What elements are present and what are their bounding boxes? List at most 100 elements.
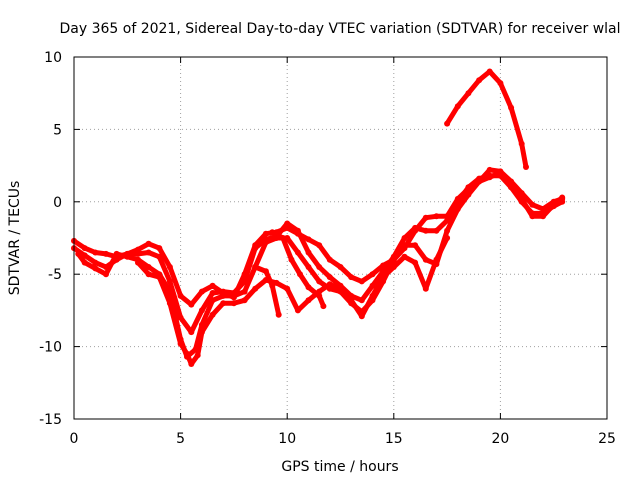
data-point <box>358 313 365 320</box>
x-tick-label: 15 <box>385 431 403 447</box>
data-point <box>220 288 227 295</box>
data-point <box>369 282 376 289</box>
data-point <box>145 249 152 256</box>
data-point <box>209 297 216 304</box>
data-point <box>444 227 451 234</box>
data-point <box>145 271 152 278</box>
data-point <box>103 250 109 257</box>
data-point <box>188 329 195 336</box>
data-point <box>156 274 163 281</box>
data-point <box>316 242 323 249</box>
data-point <box>369 292 376 299</box>
data-point <box>316 292 323 299</box>
data-point <box>358 297 365 304</box>
data-point <box>550 201 557 208</box>
series-line-arc-5 <box>252 264 282 318</box>
data-point <box>305 249 312 256</box>
data-point <box>326 274 333 281</box>
data-point <box>390 256 397 263</box>
data-point <box>262 239 269 246</box>
data-point <box>230 300 237 307</box>
data-point <box>486 166 493 173</box>
data-point <box>305 236 312 243</box>
data-point <box>145 264 152 270</box>
data-point <box>209 311 216 318</box>
data-point <box>194 352 201 359</box>
data-point <box>369 271 376 278</box>
data-point <box>124 253 131 260</box>
data-point <box>433 256 440 263</box>
data-point <box>412 242 419 249</box>
data-point <box>486 174 493 181</box>
data-point <box>209 290 216 296</box>
data-point <box>198 329 205 336</box>
data-point <box>297 271 303 278</box>
data-point <box>454 103 461 110</box>
data-point <box>135 246 141 253</box>
data-point <box>92 249 99 256</box>
data-point <box>198 307 205 314</box>
data-point <box>412 224 419 231</box>
data-point <box>284 220 291 227</box>
data-point <box>92 259 99 266</box>
data-point <box>476 178 483 185</box>
data-point <box>156 253 163 260</box>
data-point <box>326 256 333 263</box>
data-point <box>444 235 451 241</box>
data-point <box>113 250 120 257</box>
data-point <box>81 245 88 252</box>
data-point <box>75 250 82 257</box>
data-point <box>523 164 529 170</box>
data-point <box>241 297 248 304</box>
data-point <box>433 227 440 234</box>
data-point <box>184 350 190 357</box>
data-point <box>412 259 419 266</box>
data-point <box>518 140 525 147</box>
data-point <box>220 300 227 307</box>
data-point <box>177 292 184 299</box>
data-point <box>305 264 312 270</box>
series-group <box>71 68 566 367</box>
chart-title: Day 365 of 2021, Sidereal Day-to-day VTE… <box>59 21 620 37</box>
y-tick-label: 5 <box>53 122 62 138</box>
data-point <box>320 303 327 310</box>
data-point <box>401 242 408 249</box>
data-point <box>279 235 286 241</box>
data-point <box>198 288 205 295</box>
data-point <box>294 249 301 256</box>
data-point <box>465 90 472 97</box>
plot-frame <box>73 56 608 420</box>
data-point <box>316 264 323 270</box>
data-point <box>188 301 195 308</box>
data-point <box>337 285 344 292</box>
data-point <box>166 278 173 285</box>
data-point <box>390 264 397 270</box>
data-point <box>145 240 152 247</box>
data-point <box>529 201 536 208</box>
data-point <box>497 80 504 87</box>
y-tick-label: 0 <box>53 195 62 211</box>
data-point <box>401 235 408 241</box>
data-point <box>348 274 355 281</box>
x-tick-label: 20 <box>491 431 509 447</box>
x-tick-label: 0 <box>70 431 79 447</box>
data-point <box>380 274 387 281</box>
data-point <box>177 340 184 347</box>
data-point <box>103 271 109 278</box>
data-point <box>220 292 227 299</box>
data-point <box>288 256 295 263</box>
data-point <box>559 194 566 201</box>
data-point <box>486 68 493 75</box>
data-point <box>476 77 483 84</box>
y-tick-label: -5 <box>48 267 62 283</box>
data-point <box>337 264 344 270</box>
data-point <box>454 206 461 212</box>
y-tick-label: -10 <box>39 340 62 356</box>
data-point <box>262 268 269 275</box>
data-point <box>252 285 259 292</box>
data-point <box>92 265 99 272</box>
data-point <box>166 264 173 270</box>
data-point <box>444 120 451 127</box>
data-point <box>230 292 237 299</box>
